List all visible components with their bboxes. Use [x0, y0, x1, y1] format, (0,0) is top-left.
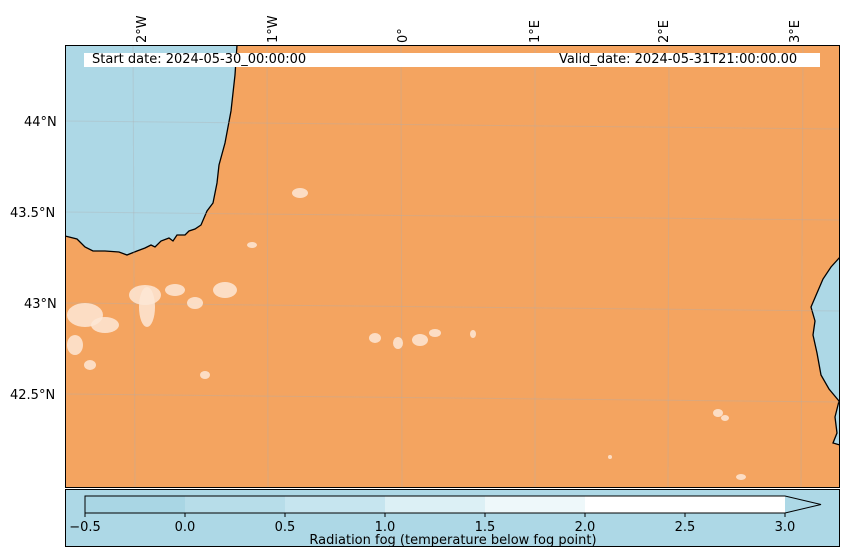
lat-label-43n: 43°N	[24, 297, 57, 312]
colorbar-outline	[84, 495, 822, 514]
colorbar-label: Radiation fog (temperature below fog poi…	[309, 533, 597, 548]
colorbar-tick-label: 2.0	[574, 520, 596, 535]
coastline-east	[810, 256, 840, 446]
lat-label-44n: 44°N	[24, 115, 57, 130]
coastline-west	[65, 45, 238, 256]
colorbar-segment	[285, 496, 385, 513]
colorbar-tick-label: 3.0	[774, 520, 796, 535]
colorbar-frame	[65, 489, 840, 547]
map-frame	[65, 45, 840, 488]
land-area	[65, 45, 840, 488]
colorbar-tick-label: −0.5	[69, 520, 101, 535]
lon-label-1w: 1°W	[266, 15, 281, 43]
lat-label-43-5n: 43.5°N	[10, 206, 56, 221]
colorbar-segment	[585, 496, 785, 513]
colorbar-panel	[65, 489, 840, 547]
colorbar-segment	[485, 496, 585, 513]
lat-label-42-5n: 42.5°N	[10, 388, 56, 403]
colorbar-tick-label: 1.0	[374, 520, 396, 535]
lon-label-2w: 2°W	[135, 15, 150, 43]
map-panel[interactable]	[65, 45, 840, 488]
colorbar-tick-label: 0.5	[274, 520, 296, 535]
lon-label-0: 0°	[396, 28, 411, 43]
start-date-label: Start date: 2024-05-30_00:00:00	[92, 52, 307, 67]
colorbar-segment	[185, 496, 285, 513]
valid-date-label: Valid_date: 2024-05-31T21:00:00.00	[559, 52, 798, 67]
lon-label-1e: 1°E	[528, 20, 543, 43]
colorbar-tick-label: 1.5	[474, 520, 496, 535]
lon-label-2e: 2°E	[657, 20, 672, 43]
colorbar-segment	[85, 496, 185, 513]
colorbar-tick-label: 0.0	[174, 520, 196, 535]
fog-patches	[67, 188, 746, 480]
colorbar-tick-label: 2.5	[674, 520, 696, 535]
lon-label-3e: 3°E	[788, 20, 803, 43]
colorbar-segment	[385, 496, 485, 513]
colorbar-ticks	[84, 513, 786, 517]
date-header-bar	[84, 53, 820, 67]
